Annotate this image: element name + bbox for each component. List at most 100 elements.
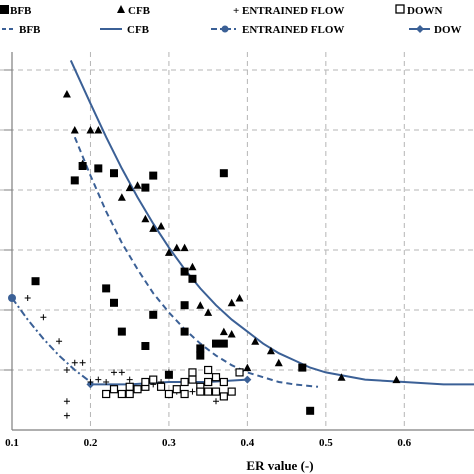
point-bfb <box>102 284 111 293</box>
fit-end-marker <box>243 375 252 384</box>
point-cfb <box>78 159 87 168</box>
legend-down-marker <box>395 4 405 14</box>
point-down <box>180 389 189 399</box>
point-down <box>188 368 197 377</box>
point-bfb <box>109 298 118 307</box>
point-down <box>164 389 174 399</box>
point-cfb <box>204 308 213 316</box>
point-down <box>219 377 228 387</box>
point-down <box>141 377 150 387</box>
fit-curve-bfb <box>73 136 319 388</box>
point-cfb <box>235 294 244 302</box>
point-bfb <box>117 327 126 336</box>
x-tick-label: 0.5 <box>319 437 333 449</box>
point-bfb <box>149 310 158 319</box>
point-bfb <box>94 164 103 173</box>
x-tick-label: 0.1 <box>5 437 19 449</box>
point-cfb <box>243 363 252 372</box>
point-down <box>180 377 189 387</box>
point-cfb <box>164 248 173 256</box>
axes <box>4 52 474 431</box>
legend-down-label: DOWN <box>407 5 443 17</box>
legend-entrained-fit-marker <box>221 25 229 33</box>
point-entrained-flow <box>79 359 86 366</box>
legend-down-fit-marker <box>416 25 424 33</box>
legend-bfb-marker <box>0 5 9 14</box>
point-down <box>227 387 236 396</box>
point-entrained-flow <box>189 388 196 395</box>
point-down <box>109 385 119 394</box>
point-cfb <box>62 90 71 98</box>
point-cfb <box>219 327 228 336</box>
point-cfb <box>337 373 346 381</box>
x-axis-label: ER value (-) <box>246 458 313 473</box>
point-entrained-flow <box>103 379 110 385</box>
point-bfb <box>219 339 228 348</box>
point-down <box>211 387 221 396</box>
point-entrained-flow <box>118 369 125 376</box>
point-down <box>196 387 205 396</box>
point-bfb <box>298 363 307 372</box>
point-bfb <box>306 406 315 415</box>
point-cfb <box>149 224 158 232</box>
fit-curve-cfb <box>69 59 474 386</box>
legend-entrained-fit-label: ENTRAINED FLOW <box>242 24 344 36</box>
point-entrained-flow <box>63 398 70 405</box>
point-bfb <box>180 267 189 276</box>
x-tick-labels: 0.10.20.30.40.50.60.7 <box>5 437 412 449</box>
legend-entrained-label: + ENTRAINED FLOW <box>233 5 344 17</box>
point-bfb <box>180 301 189 310</box>
point-down <box>188 375 197 384</box>
point-bfb <box>141 183 150 192</box>
fit-curves <box>8 59 474 389</box>
point-bfb <box>31 277 40 286</box>
point-entrained-flow <box>110 369 117 376</box>
point-bfb <box>70 176 79 185</box>
point-entrained-flow <box>126 376 133 383</box>
point-down <box>235 368 244 377</box>
point-bfb <box>180 327 189 336</box>
point-entrained-flow <box>24 295 31 301</box>
point-bfb <box>196 344 205 353</box>
legend: BFB CFB + ENTRAINED FLOW DOWN BFB CFB EN… <box>0 4 462 36</box>
point-down <box>133 385 142 394</box>
point-down <box>125 389 134 399</box>
point-bfb <box>196 351 205 360</box>
point-bfb <box>188 274 197 283</box>
point-down <box>219 392 228 401</box>
point-entrained-flow <box>71 359 78 366</box>
point-cfb <box>392 375 401 384</box>
grid <box>0 52 474 430</box>
point-entrained-flow <box>95 376 102 383</box>
fit-curve-entrained-flow <box>11 297 92 383</box>
point-bfb <box>149 171 158 180</box>
point-cfb <box>251 337 260 345</box>
point-down <box>125 382 134 391</box>
point-bfb <box>109 169 118 178</box>
point-entrained-flow <box>56 338 63 345</box>
x-tick-label: 0.4 <box>241 437 255 449</box>
point-cfb <box>117 193 126 201</box>
point-entrained-flow <box>165 369 172 376</box>
fit-end-marker <box>8 294 16 302</box>
point-cfb <box>188 262 197 271</box>
legend-cfb-fit-label: CFB <box>127 24 150 36</box>
point-entrained-flow <box>40 314 47 321</box>
point-down <box>117 389 126 399</box>
point-cfb <box>141 214 150 223</box>
x-tick-label: 0.2 <box>84 437 98 449</box>
x-tick-label: 0.3 <box>162 437 176 449</box>
point-entrained-flow <box>87 379 94 385</box>
point-cfb <box>196 301 205 309</box>
point-cfb <box>180 243 189 252</box>
x-tick-label: 0.6 <box>397 437 411 449</box>
point-cfb <box>125 183 134 192</box>
point-down <box>172 385 181 394</box>
data-points <box>24 90 401 419</box>
point-cfb <box>133 181 142 189</box>
point-bfb <box>141 342 150 350</box>
point-cfb <box>172 243 181 252</box>
point-bfb <box>219 169 228 178</box>
legend-down-fit-label: DOW <box>434 24 462 36</box>
